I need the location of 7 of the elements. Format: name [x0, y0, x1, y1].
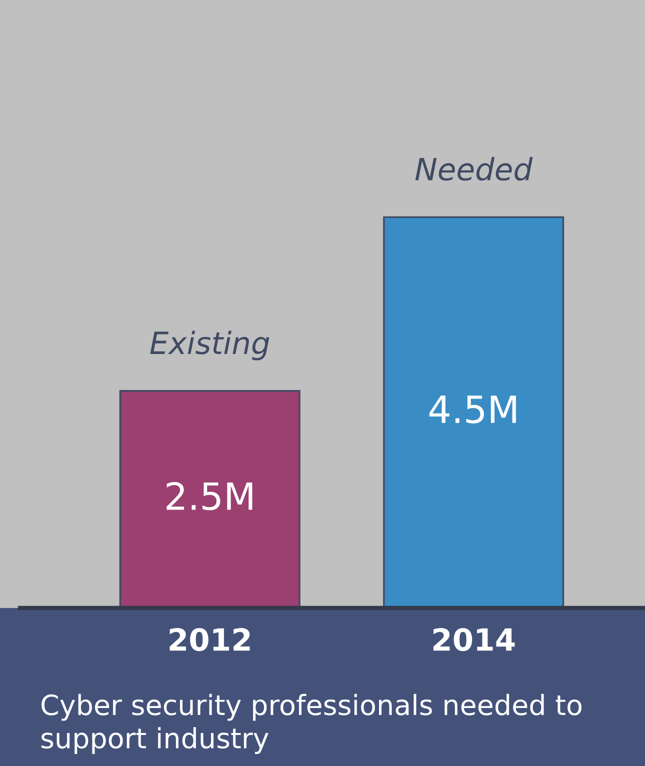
text: Cyber security professionals needed to support industry	[42, 694, 582, 754]
annotation: Needed	[415, 157, 533, 181]
x-tick-label: 2014	[433, 628, 515, 652]
x-tick-label: 2012	[170, 628, 250, 652]
data-label: 4.5M	[429, 396, 516, 424]
data-label: 2.5M	[166, 482, 252, 510]
annotation: Existing	[150, 330, 270, 360]
